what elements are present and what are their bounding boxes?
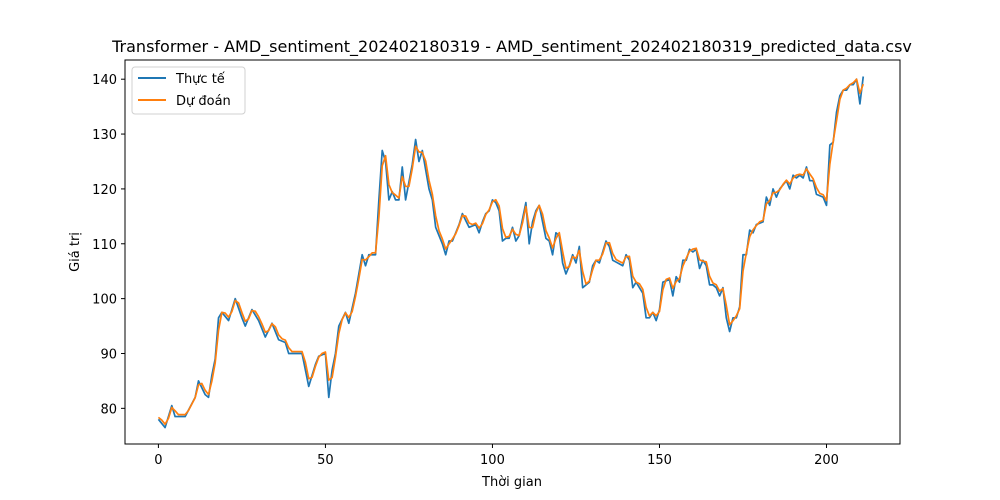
x-tick-label: 100 [480,453,505,468]
x-axis-label: Thời gian [481,475,542,490]
legend: Thực tế Dự đoán [131,66,246,115]
plot-frame [124,59,901,445]
x-tick-label: 0 [154,453,162,468]
legend-label-actual: Thực tế [175,72,225,87]
y-tick-label: 140 [92,73,117,88]
x-axis-ticks: 0 50 100 150 200 [154,444,839,468]
y-tick-label: 100 [92,293,117,308]
x-tick-label: 200 [814,453,839,468]
x-tick-label: 150 [647,453,672,468]
series-line-predicted [157,78,865,426]
legend-label-predicted: Dự đoán [176,94,231,109]
y-axis-ticks: 80 90 100 110 120 130 140 [92,73,125,417]
y-tick-label: 80 [100,402,117,417]
y-axis-label: Giá trị [68,232,83,272]
y-tick-label: 90 [100,347,117,362]
x-tick-label: 50 [317,453,334,468]
plot-lines [157,76,865,429]
y-tick-label: 110 [92,238,117,253]
chart-title: Transformer - AMD_sentiment_202402180319… [111,37,912,57]
y-tick-label: 120 [92,183,117,198]
y-tick-label: 130 [92,128,117,143]
